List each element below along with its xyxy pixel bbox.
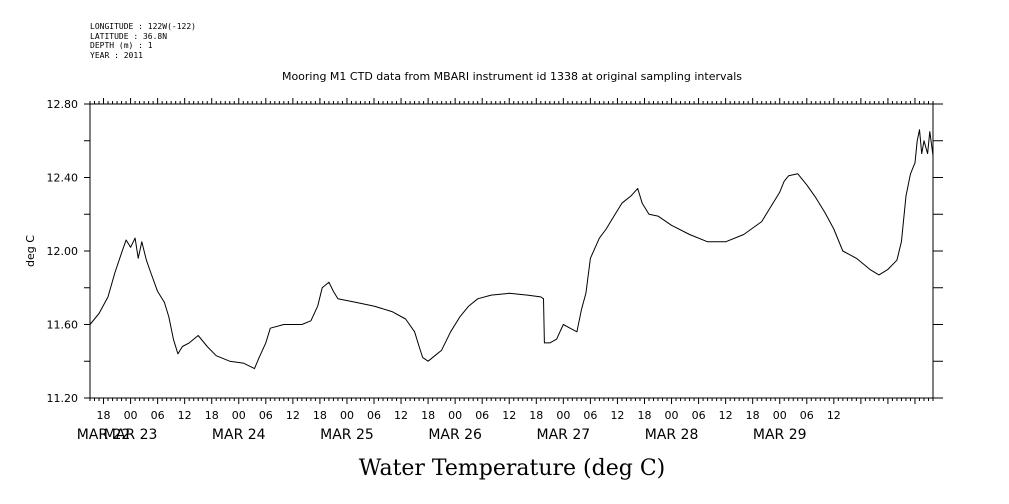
y-tick-label: 11.20 [47, 392, 79, 405]
x-tick-label: 00 [665, 409, 679, 422]
x-tick-label: 00 [448, 409, 462, 422]
date-label: MAR 25 [320, 427, 374, 443]
x-tick-label: 12 [610, 409, 624, 422]
date-label: MAR 26 [428, 427, 482, 443]
date-label: MAR 24 [212, 427, 266, 443]
x-tick-label: 18 [746, 409, 760, 422]
x-tick-label: 06 [151, 409, 165, 422]
y-tick-label: 11.60 [47, 319, 79, 332]
x-tick-label: 18 [97, 409, 111, 422]
x-tick-label: 18 [529, 409, 543, 422]
date-label: MAR 28 [645, 427, 699, 443]
metadata-header: LONGITUDE : 122W(-122) LATITUDE : 36.8N … [90, 22, 196, 60]
y-tick-label: 12.40 [47, 172, 79, 185]
x-tick-label: 12 [394, 409, 408, 422]
depth-text: DEPTH (m) : 1 [90, 41, 153, 50]
longitude-text: LONGITUDE : 122W(-122) [90, 22, 196, 31]
x-tick-label: 06 [800, 409, 814, 422]
x-tick-label: 18 [421, 409, 435, 422]
y-tick-label: 12.00 [47, 245, 79, 258]
chart-title: Mooring M1 CTD data from MBARI instrumen… [282, 70, 742, 83]
x-tick-label: 06 [475, 409, 489, 422]
x-tick-label: 12 [286, 409, 300, 422]
x-tick-label: 00 [773, 409, 787, 422]
date-label: MAR 27 [537, 427, 591, 443]
x-tick-label: 06 [367, 409, 381, 422]
x-tick-label: 00 [340, 409, 354, 422]
x-tick-label: 18 [313, 409, 327, 422]
latitude-text: LATITUDE : 36.8N [90, 31, 168, 41]
x-tick-label: 00 [556, 409, 570, 422]
x-tick-label: 00 [124, 409, 138, 422]
x-axis-label: Water Temperature (deg C) [359, 456, 666, 481]
y-tick-label: 12.80 [47, 98, 79, 111]
y-tick-labels: 11.20 11.60 12.00 12.40 12.80 [47, 98, 79, 405]
x-tick-label: 06 [692, 409, 706, 422]
y-axis-label: deg C [24, 235, 37, 267]
year-text: YEAR : 2011 [90, 50, 143, 60]
x-tick-label: 12 [178, 409, 192, 422]
x-tick-labels: 18 00 06 12 18 00 06 12 18 00 06 12 18 00 06 12 18 00 06 12… [97, 409, 841, 422]
date-label: MAR 29 [753, 427, 807, 443]
x-tick-label: 12 [719, 409, 733, 422]
plot-frame [89, 103, 934, 399]
series-group [89, 129, 934, 370]
date-label: MAR 22 [77, 427, 131, 443]
x-tick-label: 06 [259, 409, 273, 422]
axis-ticks [84, 98, 943, 404]
date-label: MAR 23 [104, 427, 158, 443]
x-tick-label: 06 [583, 409, 597, 422]
x-tick-label: 12 [827, 409, 841, 422]
x-tick-label: 18 [637, 409, 651, 422]
x-tick-label: 00 [232, 409, 246, 422]
series-line-0 [89, 129, 934, 370]
x-tick-label: 18 [205, 409, 219, 422]
x-tick-label: 12 [502, 409, 516, 422]
